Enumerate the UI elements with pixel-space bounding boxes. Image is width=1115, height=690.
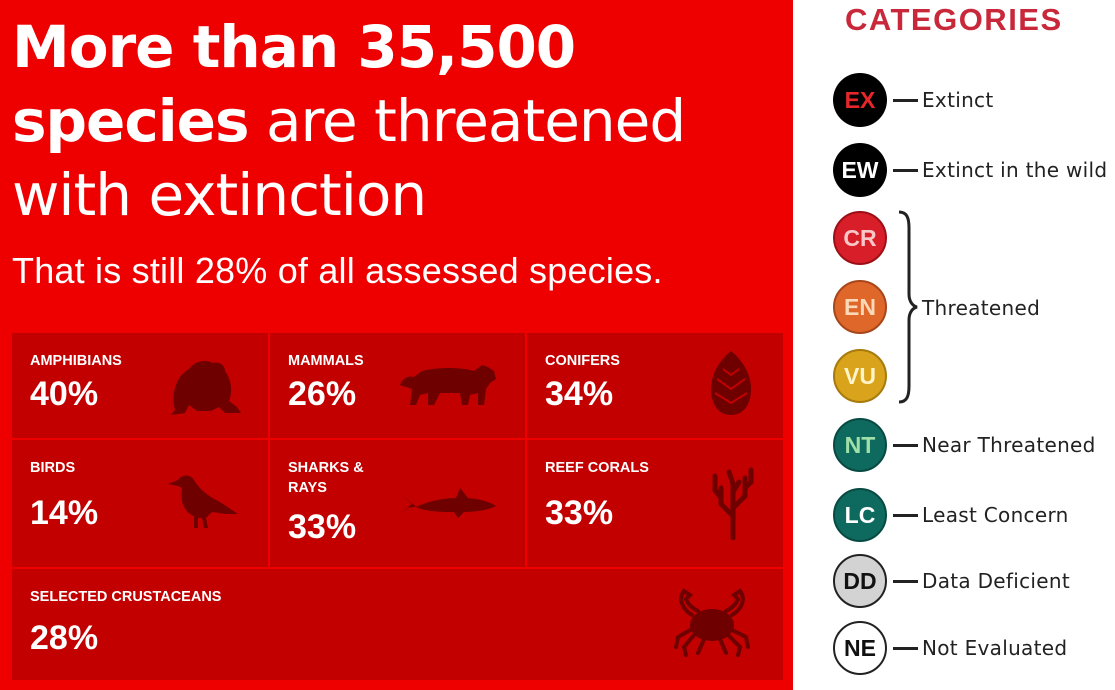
headline-light-1: are threatened <box>265 87 686 155</box>
threatened-brace <box>895 210 919 409</box>
group-label-line-1: SHARKS & <box>288 460 364 476</box>
group-label: REEF CORALS <box>545 460 649 476</box>
headline-light-2: with extinction <box>12 161 427 229</box>
legend-label: Extinct <box>922 88 994 112</box>
group-label: BIRDS <box>30 460 76 476</box>
group-cell-birds: BIRDS 14% <box>12 440 268 567</box>
legend-label: Near Threatened <box>922 433 1096 457</box>
legend-label: Extinct in the wild <box>922 158 1108 182</box>
bird-icon <box>164 470 240 532</box>
group-cell-amphibians: AMPHIBIANS 40% <box>12 333 268 438</box>
group-cell-selected-crustaceans: SELECTED CRUSTACEANS 28% <box>12 569 783 680</box>
category-badge-cr: CR <box>833 211 887 265</box>
category-badge-ex: EX <box>833 73 887 127</box>
category-badge-dd: DD <box>833 554 887 608</box>
legend-title: CATEGORIES <box>845 2 1063 37</box>
group-label: MAMMALS <box>288 353 364 369</box>
group-percent: 14% <box>30 494 99 532</box>
group-cell-conifers: CONIFERS 34% <box>527 333 783 438</box>
legend-label: Least Concern <box>922 503 1069 527</box>
group-percent: 34% <box>545 375 614 413</box>
infographic-panel: More than 35,500 species are threatened … <box>0 0 793 690</box>
group-percent: 33% <box>288 508 357 546</box>
legend-label: Not Evaluated <box>922 636 1068 660</box>
tiger-icon <box>398 361 498 409</box>
group-label-line-2: RAYS <box>288 480 327 496</box>
species-group-grid: AMPHIBIANS 40% MAMMALS 26% CONIFERS 34% <box>12 333 783 680</box>
group-percent: 40% <box>30 375 99 413</box>
group-label: SHARKS & RAYS <box>288 458 364 498</box>
category-badge-ne: NE <box>833 621 887 675</box>
category-badge-vu: VU <box>833 349 887 403</box>
headline-bold-1: More than 35,500 <box>12 13 576 81</box>
group-cell-reef-corals: REEF CORALS 33% <box>527 440 783 567</box>
shark-icon <box>398 484 498 524</box>
headline-bold-2: species <box>12 87 249 155</box>
legend-connector <box>893 580 918 583</box>
category-badge-en: EN <box>833 280 887 334</box>
legend-connector <box>893 647 918 650</box>
legend-connector <box>893 99 918 102</box>
legend-connector <box>893 444 918 447</box>
group-percent: 33% <box>545 494 614 532</box>
coral-icon <box>711 464 755 540</box>
category-badge-nt: NT <box>833 418 887 472</box>
legend-connector <box>893 514 918 517</box>
group-cell-sharks-rays: SHARKS & RAYS 33% <box>270 440 525 567</box>
legend-connector <box>893 169 918 172</box>
threatened-label: Threatened <box>922 296 1041 320</box>
group-label: CONIFERS <box>545 353 620 369</box>
frog-icon <box>167 355 242 417</box>
pinecone-icon <box>707 349 755 417</box>
group-label: SELECTED CRUSTACEANS <box>30 589 222 605</box>
group-percent: 26% <box>288 375 357 413</box>
subheadline: That is still 28% of all assessed specie… <box>12 250 663 291</box>
group-label: AMPHIBIANS <box>30 353 122 369</box>
legend-label: Data Deficient <box>922 569 1070 593</box>
crab-icon <box>672 585 752 657</box>
group-cell-mammals: MAMMALS 26% <box>270 333 525 438</box>
group-percent: 28% <box>30 619 99 657</box>
category-badge-ew: EW <box>833 143 887 197</box>
headline: More than 35,500 species are threatened … <box>12 10 782 232</box>
category-badge-lc: LC <box>833 488 887 542</box>
